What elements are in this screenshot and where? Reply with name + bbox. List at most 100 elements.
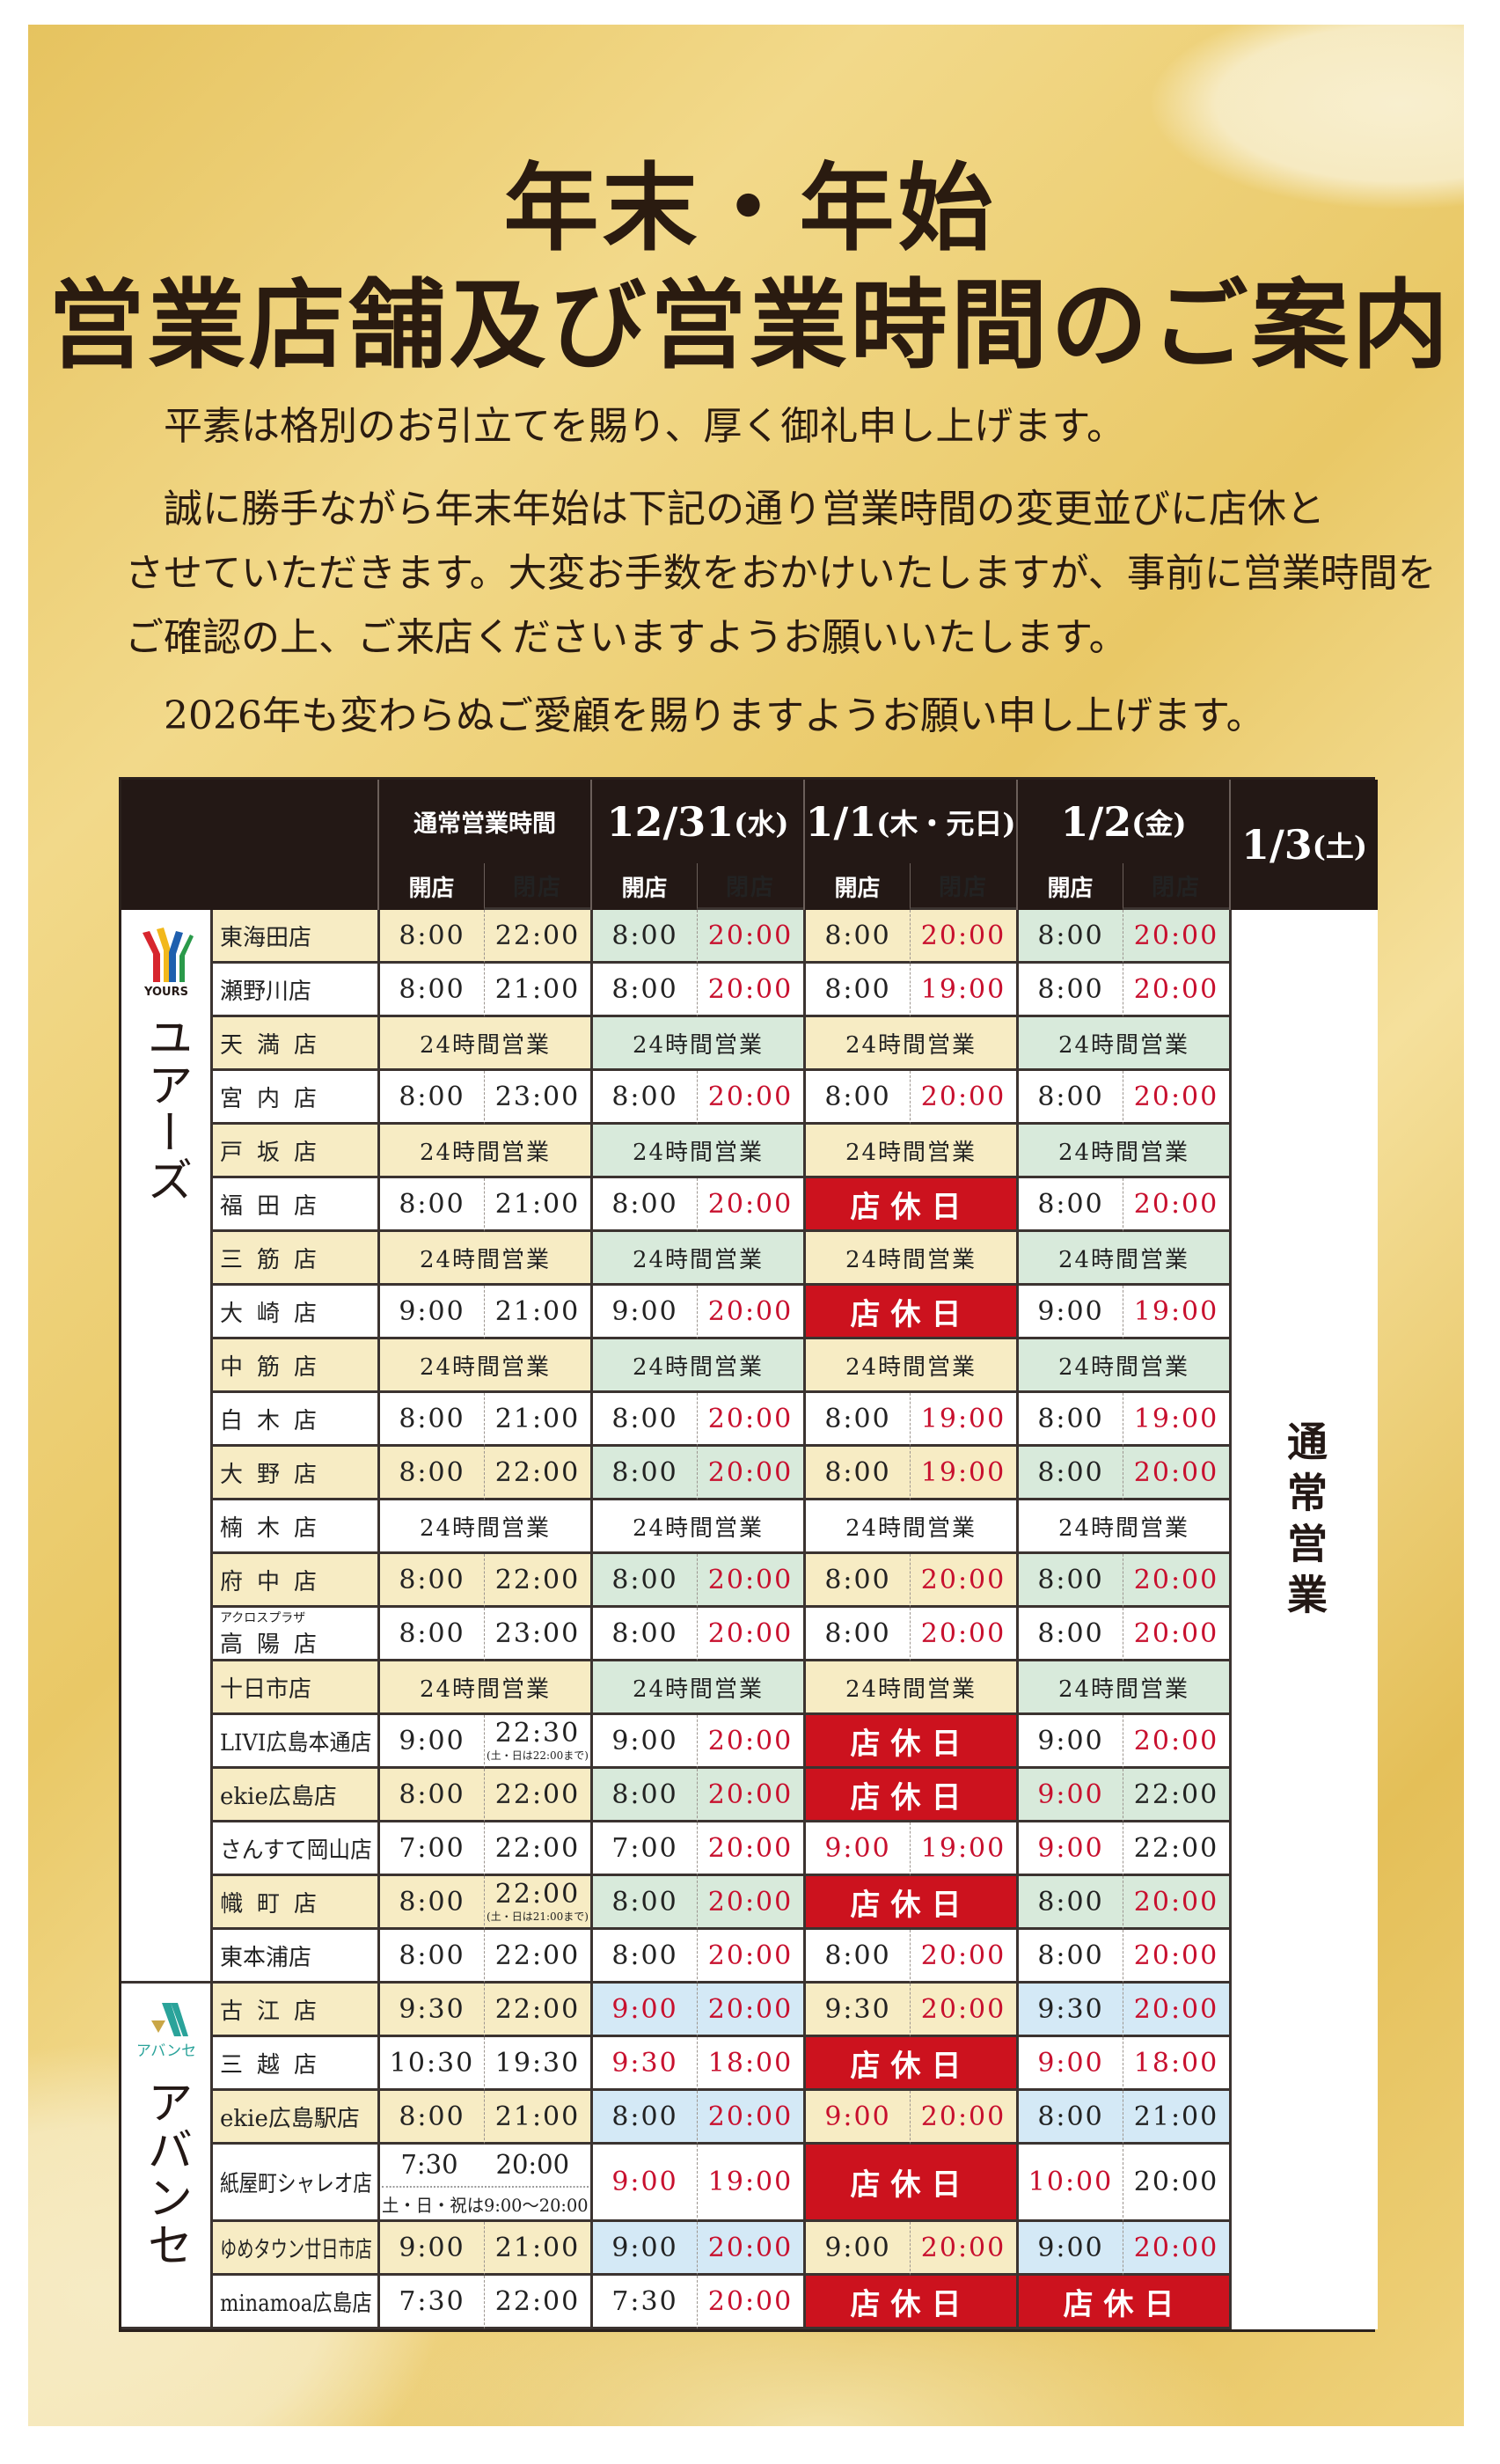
store-name-wrap: 天満店 — [220, 1027, 331, 1060]
normal-open-time: 8:00 — [377, 1930, 484, 1984]
store-name-wrap: 戸坂店 — [220, 1134, 331, 1167]
close-time: 20:00 — [1123, 1608, 1229, 1661]
open-24h-cell: 24時間営業 — [1016, 1232, 1229, 1286]
header-close-label: 閉店 — [484, 863, 590, 910]
store-name-wrap: ekie広島駅店 — [220, 2101, 360, 2133]
business-hours-table: 通常営業時間 12/31 (水) 1/1 (木・元日) 1/2 (金) 1/3 (土) 開店 閉店開… — [119, 777, 1378, 2332]
close-time: 20:00 — [1123, 1447, 1229, 1500]
store-name-wrap: 宮内店 — [220, 1081, 331, 1113]
header-date: 12/31 (水) — [590, 780, 803, 863]
closed-day-cell: 店休日 — [803, 1178, 1016, 1232]
open-24h-cell: 24時間営業 — [1016, 1017, 1229, 1071]
open-time: 8:00 — [1016, 964, 1123, 1017]
open-24h-cell: 24時間営業 — [1016, 1500, 1229, 1554]
open-time: 8:00 — [1016, 910, 1123, 964]
close-time: 21:00 — [1123, 2091, 1229, 2145]
open-time: 9:30 — [590, 2037, 697, 2091]
open-24h-cell: 24時間営業 — [803, 1125, 1016, 1178]
normal-close-time: 21:00 — [484, 964, 590, 1017]
normal-hours-24h: 24時間営業 — [377, 1125, 590, 1178]
store-name: さんすて岡山店 — [210, 1822, 377, 1876]
close-time: 20:00 — [697, 2276, 803, 2329]
close-time: 20:00 — [1123, 1178, 1229, 1232]
brand-name: アバンセ — [139, 2079, 192, 2269]
store-name-wrap: さんすて岡山店 — [220, 1832, 372, 1865]
open-time: 9:00 — [1016, 1715, 1123, 1769]
header-date: 1/3 (土) — [1229, 780, 1378, 910]
open-time: 8:00 — [803, 1393, 910, 1447]
close-time: 20:00 — [1123, 1984, 1229, 2037]
store-name: 天満店 — [210, 1017, 377, 1071]
close-time: 20:00 — [697, 1930, 803, 1984]
store-name-text: 天満店 — [220, 1031, 332, 1059]
close-time: 22:30 — [494, 1718, 581, 1749]
normal-open-time: 8:00 — [377, 2091, 484, 2145]
open-time: 10:00 — [1016, 2145, 1123, 2222]
store-name-text: 福田店 — [220, 1192, 332, 1220]
closed-day-cell: 店休日 — [803, 1286, 1016, 1339]
open-time: 9:00 — [803, 2222, 910, 2276]
close-time-note: (土・日は21:00まで) — [487, 1910, 589, 1923]
normal-open-time: 7:30 — [400, 2149, 458, 2181]
open-time: 8:00 — [803, 1930, 910, 1984]
close-time: 19:00 — [910, 1822, 1016, 1876]
store-name-wrap: アクロスプラザ 高陽店 — [220, 1609, 331, 1659]
close-time: 20:00 — [1123, 1930, 1229, 1984]
open-time: 8:00 — [803, 1554, 910, 1608]
normal-open-time: 9:30 — [377, 1984, 484, 2037]
store-name-text: 中筋店 — [220, 1353, 332, 1381]
close-time: 20:00 — [697, 1769, 803, 1822]
close-time: 20:00 — [1123, 1554, 1229, 1608]
close-time: 20:00 — [1123, 910, 1229, 964]
store-name-text: minamoa広島店 — [220, 2290, 372, 2317]
store-name-text: 東本浦店 — [220, 1944, 312, 1971]
store-name: 白木店 — [210, 1393, 377, 1447]
open-time: 8:00 — [590, 1608, 697, 1661]
store-name-wrap: 十日市店 — [220, 1671, 311, 1704]
normal-open-time: 8:00 — [377, 1608, 484, 1661]
open-24h-cell: 24時間営業 — [803, 1500, 1016, 1554]
normal-close-time: 22:00 — [484, 1984, 590, 2037]
open-time: 8:00 — [590, 1554, 697, 1608]
intro-paragraph-3: 2026年も変わらぬご愛顧を賜りますようお願い申し上げます。 — [164, 693, 1265, 738]
close-time: 20:00 — [1123, 2222, 1229, 2276]
open-time: 9:00 — [1016, 2037, 1123, 2091]
cell-text-fit: 7:30 20:00 土・日・祝は9:00～20:00 — [382, 2146, 589, 2218]
store-name-text: 宮内店 — [220, 1085, 332, 1112]
close-time: 20:00 — [1123, 1715, 1229, 1769]
header-date: 1/1 (木・元日) — [803, 780, 1016, 863]
store-name: 府中店 — [210, 1554, 377, 1608]
header-open-label: 開店 — [803, 863, 910, 910]
store-name: アクロスプラザ 高陽店 — [210, 1608, 377, 1661]
store-name-wrap: 紙屋町シャレオ店 — [220, 2166, 372, 2198]
open-time: 8:00 — [1016, 2091, 1123, 2145]
header-open-label: 開店 — [590, 863, 697, 910]
normal-open-time: 8:00 — [377, 1393, 484, 1447]
open-24h-cell: 24時間営業 — [803, 1017, 1016, 1071]
close-time: 20:00 — [910, 2091, 1016, 2145]
open-24h-cell: 24時間営業 — [803, 1661, 1016, 1715]
open-24h-cell: 24時間営業 — [1016, 1339, 1229, 1393]
close-time: 20:00 — [697, 964, 803, 1017]
store-name-text: LIVI広島本通店 — [220, 1729, 372, 1756]
store-name-text: 東海田店 — [220, 924, 312, 951]
normal-close-time: 23:00 — [484, 1608, 590, 1661]
store-name-text: 府中店 — [220, 1568, 332, 1595]
store-name-wrap: 瀬野川店 — [220, 973, 311, 1006]
normal-close-time: 21:00 — [484, 2222, 590, 2276]
closed-day-cell: 店休日 — [803, 2145, 1016, 2222]
store-name-wrap: 三越店 — [220, 2047, 331, 2079]
store-name: 東海田店 — [210, 910, 377, 964]
store-name: minamoa広島店 — [210, 2276, 377, 2329]
header-weekday: (土) — [1312, 830, 1368, 863]
open-24h-cell: 24時間営業 — [1016, 1661, 1229, 1715]
close-time: 20:00 — [697, 1608, 803, 1661]
normal-open-time: 8:00 — [377, 1071, 484, 1125]
store-name: 幟町店 — [210, 1876, 377, 1930]
normal-close-time: 22:00 — [484, 1447, 590, 1500]
store-name-text: 白木店 — [220, 1407, 332, 1434]
store-name: 三筋店 — [210, 1232, 377, 1286]
store-name-wrap: ekie広島店 — [220, 1778, 337, 1811]
close-time: 20:00 — [697, 1071, 803, 1125]
open-time: 9:00 — [1016, 1769, 1123, 1822]
